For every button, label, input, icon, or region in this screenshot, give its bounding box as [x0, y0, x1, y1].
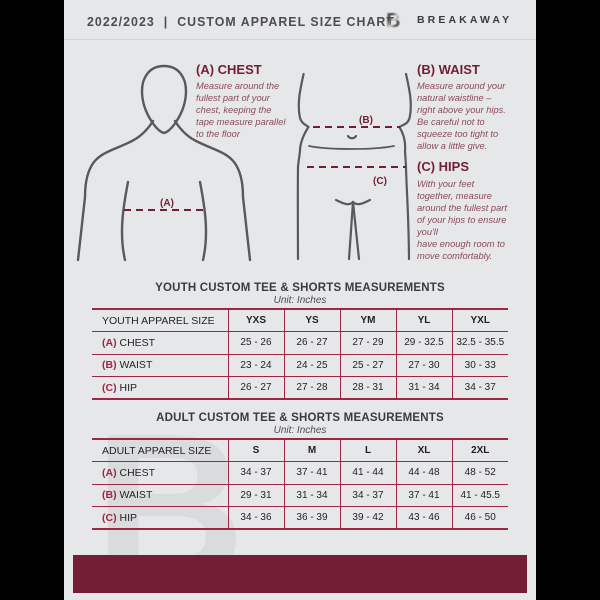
svg-text:(B): (B) [359, 115, 373, 126]
svg-text:(A): (A) [160, 198, 174, 209]
svg-text:(C): (C) [373, 176, 387, 187]
